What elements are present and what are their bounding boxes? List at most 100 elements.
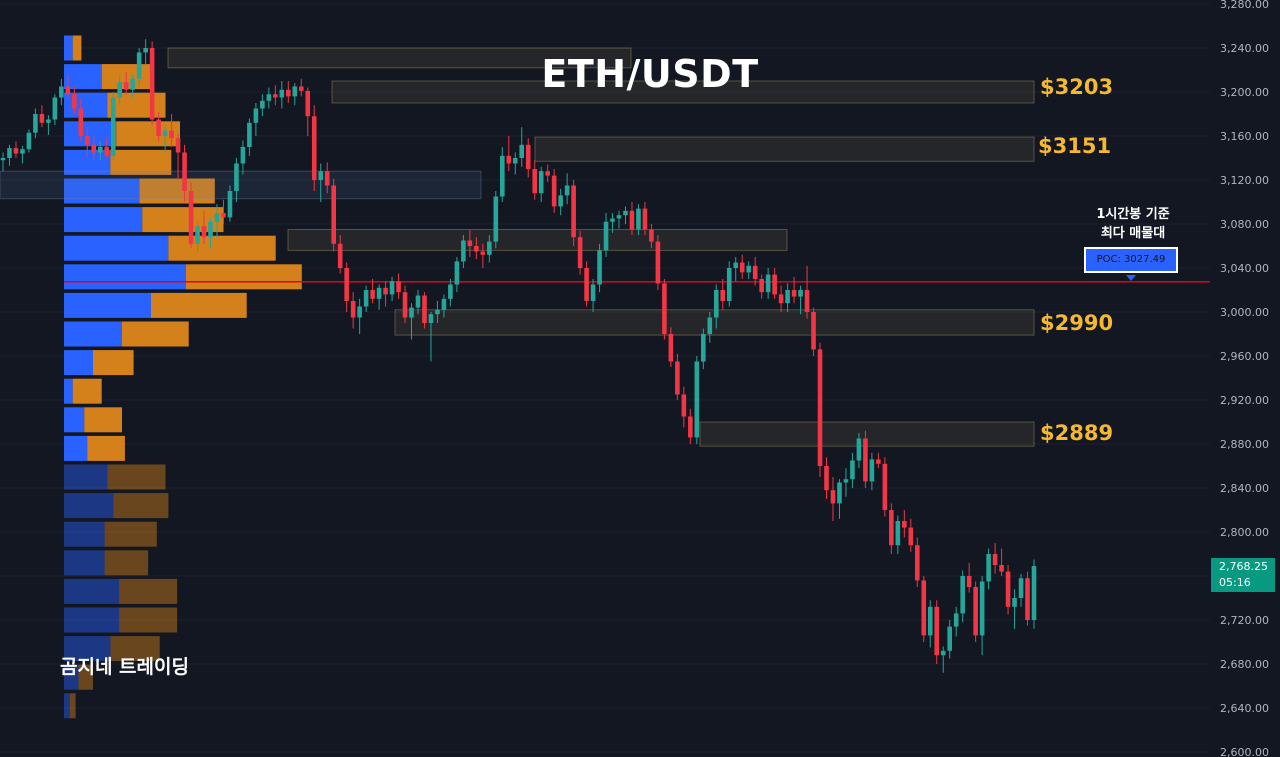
candle-body	[499, 155, 505, 197]
price-tick-label: 2,840.00	[1220, 482, 1269, 495]
vp-sell-bar	[84, 407, 122, 433]
watermark: 곰지네 트레이딩	[60, 656, 189, 678]
candle-body	[182, 152, 187, 191]
vp-buy-bar	[64, 92, 108, 118]
candle-body	[610, 218, 615, 222]
vp-buy-bar	[64, 321, 122, 347]
vp-sell-bar	[72, 378, 102, 404]
candle-body	[422, 295, 427, 323]
price-tick-label: 2,680.00	[1220, 658, 1269, 671]
candle-body	[856, 438, 862, 461]
vp-buy-bar	[64, 235, 169, 261]
candle-body	[311, 116, 317, 180]
vp-sell-bar	[110, 636, 160, 662]
candle-body	[668, 334, 674, 362]
vp-buy-bar	[64, 350, 93, 376]
candle-body	[843, 479, 849, 483]
candle-body	[117, 82, 123, 98]
vp-sell-bar	[151, 292, 247, 318]
candle-body	[558, 195, 563, 207]
candle-body	[169, 130, 174, 139]
candle-body	[97, 147, 103, 153]
last-price-badge[interactable]: 2,768.25 05:16	[1211, 558, 1275, 592]
vp-buy-bar	[64, 607, 120, 633]
vp-buy-bar	[64, 693, 70, 719]
price-zone	[167, 47, 632, 69]
candle-body	[0, 158, 6, 161]
vp-sell-bar	[93, 350, 134, 376]
candle-body	[130, 78, 135, 90]
vp-sell-bar	[110, 149, 172, 175]
candle-body	[91, 144, 97, 153]
price-zone	[534, 136, 1035, 162]
price-tick-label: 2,600.00	[1220, 746, 1269, 757]
candle-body	[713, 290, 719, 318]
candle-body	[947, 626, 953, 651]
candle-body	[402, 292, 408, 318]
candle-body	[785, 290, 790, 304]
candle-body	[804, 290, 810, 312]
price-zone	[394, 309, 1035, 336]
price-zone	[0, 170, 482, 200]
price-tick-label: 2,640.00	[1220, 702, 1269, 715]
candle-body	[227, 191, 233, 218]
candle-body	[363, 290, 369, 307]
poc-note: 1시간봉 기준 최다 매물대	[1088, 205, 1178, 243]
candle-body	[454, 261, 460, 285]
candle-body	[247, 122, 252, 147]
candle-body	[538, 171, 544, 194]
candle-body	[493, 196, 499, 242]
candle-body	[266, 94, 272, 101]
vp-sell-bar	[185, 264, 302, 290]
candle-body	[324, 171, 330, 186]
candle-body	[20, 149, 25, 154]
candles	[0, 39, 1037, 673]
candle-body	[59, 86, 64, 98]
price-axis[interactable]: 3,280.00 3,240.00 3,200.00 3,160.00 3,120.00…	[1220, 0, 1269, 757]
candle-body	[759, 279, 764, 293]
candle-body	[778, 294, 784, 304]
candle-body	[876, 459, 881, 464]
candle-body	[655, 241, 661, 284]
poc-label[interactable]: POC: 3027.49	[1084, 247, 1178, 273]
candle-body	[344, 268, 349, 301]
candle-body	[396, 281, 401, 293]
candle-body	[571, 185, 576, 238]
candle-body	[33, 114, 38, 133]
candle-body	[850, 460, 855, 480]
candle-body	[519, 144, 525, 158]
candle-body	[65, 86, 71, 95]
volume-profile	[64, 35, 302, 719]
price-zone	[287, 229, 788, 251]
candle-body	[234, 163, 239, 191]
candle-body	[902, 521, 907, 528]
vp-sell-bar	[78, 664, 93, 690]
candle-body	[318, 171, 324, 180]
vp-sell-bar	[107, 464, 166, 490]
vp-sell-bar	[107, 92, 166, 118]
vp-buy-bar	[64, 550, 105, 576]
candle-body	[694, 361, 700, 438]
candle-body	[811, 312, 816, 350]
candle-body	[279, 89, 285, 98]
candle-body	[298, 86, 304, 91]
candle-body	[337, 243, 343, 268]
vp-sell-bar	[87, 435, 125, 461]
price-zones	[0, 47, 1035, 447]
candle-body	[487, 241, 492, 255]
candle-body	[688, 416, 693, 438]
candle-body	[512, 158, 518, 164]
candle-body	[908, 527, 914, 546]
price-tick-label: 2,920.00	[1220, 394, 1269, 407]
candle-body	[863, 438, 868, 482]
candle-body	[532, 169, 538, 194]
poc-note-line2: 최다 매물대	[1100, 226, 1166, 241]
candle-body	[389, 281, 395, 295]
candle-body	[357, 306, 362, 318]
candle-body	[26, 132, 32, 150]
candle-body	[448, 284, 453, 299]
vp-buy-bar	[64, 64, 102, 90]
price-tick-label: 2,800.00	[1220, 526, 1269, 539]
poc-pointer-icon	[1126, 275, 1136, 281]
